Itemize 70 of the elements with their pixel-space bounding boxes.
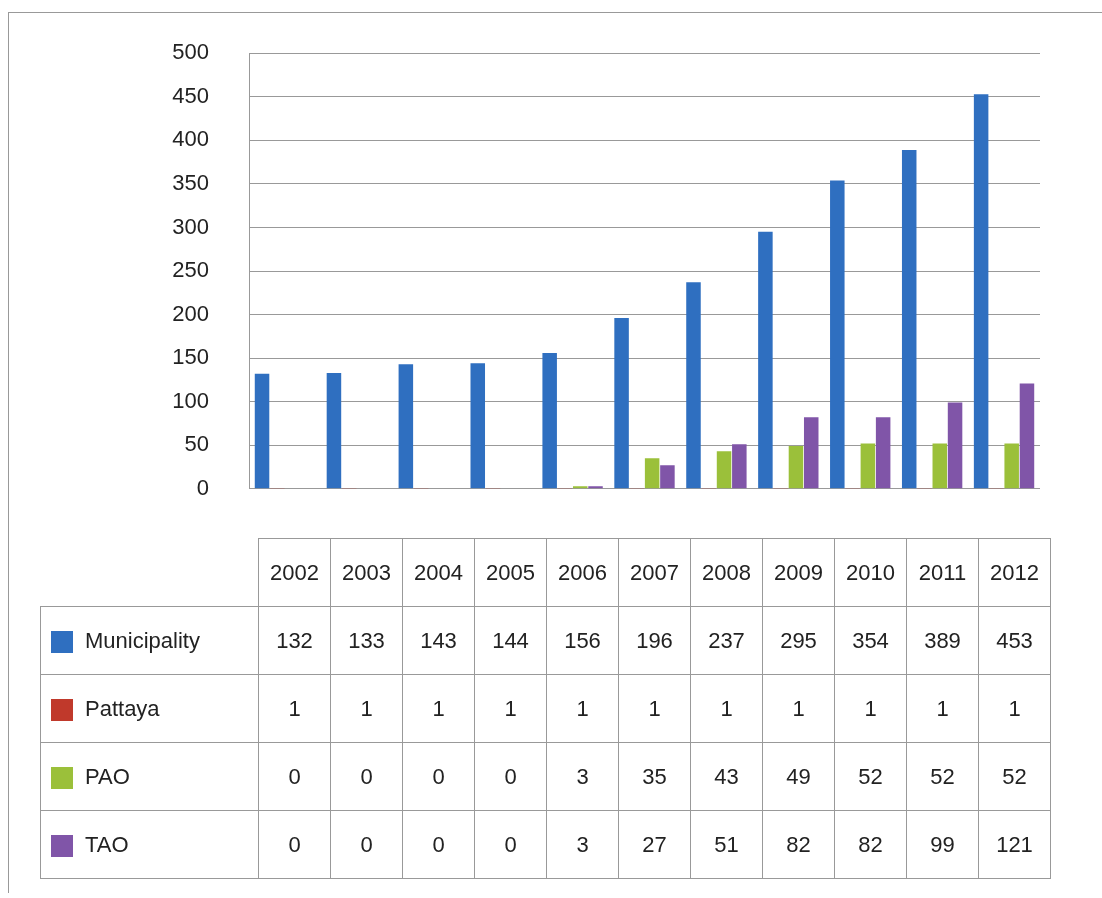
data-label: 43 xyxy=(690,742,763,811)
data-label: 1 xyxy=(834,674,907,743)
data-label: 1 xyxy=(474,674,547,743)
data-label: 1 xyxy=(402,674,475,743)
legend-label: PAO xyxy=(40,742,259,811)
data-label: 52 xyxy=(834,742,907,811)
data-label: 52 xyxy=(978,742,1051,811)
data-label: 0 xyxy=(330,742,403,811)
data-label: 35 xyxy=(618,742,691,811)
data-label: 1 xyxy=(330,674,403,743)
y-tick-label: 500 xyxy=(172,39,209,65)
y-tick-label: 400 xyxy=(172,126,209,152)
x-tick-label: 2006 xyxy=(546,538,619,607)
data-label: 3 xyxy=(546,810,619,879)
data-label: 143 xyxy=(402,606,475,675)
x-tick-label: 2008 xyxy=(690,538,763,607)
data-label: 0 xyxy=(474,810,547,879)
data-label: 82 xyxy=(834,810,907,879)
data-label: 354 xyxy=(834,606,907,675)
data-label: 1 xyxy=(258,674,331,743)
y-tick-label: 200 xyxy=(172,300,209,326)
data-label: 133 xyxy=(330,606,403,675)
legend-label: Municipality xyxy=(40,606,259,675)
legend-label: TAO xyxy=(40,810,259,879)
data-label: 3 xyxy=(546,742,619,811)
data-label: 82 xyxy=(762,810,835,879)
data-label: 1 xyxy=(906,674,979,743)
x-tick-label: 2003 xyxy=(330,538,403,607)
y-tick-label: 0 xyxy=(196,474,209,500)
data-label: 196 xyxy=(618,606,691,675)
x-tick-label: 2011 xyxy=(906,538,979,607)
x-tick-label: 2007 xyxy=(618,538,691,607)
x-tick-label: 2004 xyxy=(402,538,475,607)
x-tick-label: 2009 xyxy=(762,538,835,607)
x-tick-label: 2010 xyxy=(834,538,907,607)
data-label: 52 xyxy=(906,742,979,811)
y-tick-label: 250 xyxy=(172,257,209,283)
data-label: 1 xyxy=(762,674,835,743)
y-tick-label: 350 xyxy=(172,169,209,195)
data-label: 1 xyxy=(618,674,691,743)
data-label: 0 xyxy=(258,742,331,811)
data-label: 51 xyxy=(690,810,763,879)
y-tick-label: 300 xyxy=(172,213,209,239)
x-tick-label: 2005 xyxy=(474,538,547,607)
x-tick-label: 2012 xyxy=(978,538,1051,607)
data-label: 144 xyxy=(474,606,547,675)
data-label: 121 xyxy=(978,810,1051,879)
data-label: 99 xyxy=(906,810,979,879)
data-label: 0 xyxy=(402,742,475,811)
data-label: 132 xyxy=(258,606,331,675)
data-label: 389 xyxy=(906,606,979,675)
data-label: 453 xyxy=(978,606,1051,675)
data-label: 295 xyxy=(762,606,835,675)
data-label: 0 xyxy=(258,810,331,879)
data-label: 0 xyxy=(474,742,547,811)
data-label: 237 xyxy=(690,606,763,675)
data-label: 0 xyxy=(330,810,403,879)
y-tick-label: 450 xyxy=(172,82,209,108)
data-label: 156 xyxy=(546,606,619,675)
y-tick-label: 50 xyxy=(184,431,209,457)
y-tick-label: 100 xyxy=(172,387,209,413)
legend-label: Pattaya xyxy=(40,674,259,743)
data-label: 1 xyxy=(546,674,619,743)
data-label: 49 xyxy=(762,742,835,811)
data-label: 1 xyxy=(978,674,1051,743)
y-tick-label: 150 xyxy=(172,344,209,370)
data-label: 0 xyxy=(402,810,475,879)
data-label: 27 xyxy=(618,810,691,879)
data-label: 1 xyxy=(690,674,763,743)
x-tick-label: 2002 xyxy=(258,538,331,607)
